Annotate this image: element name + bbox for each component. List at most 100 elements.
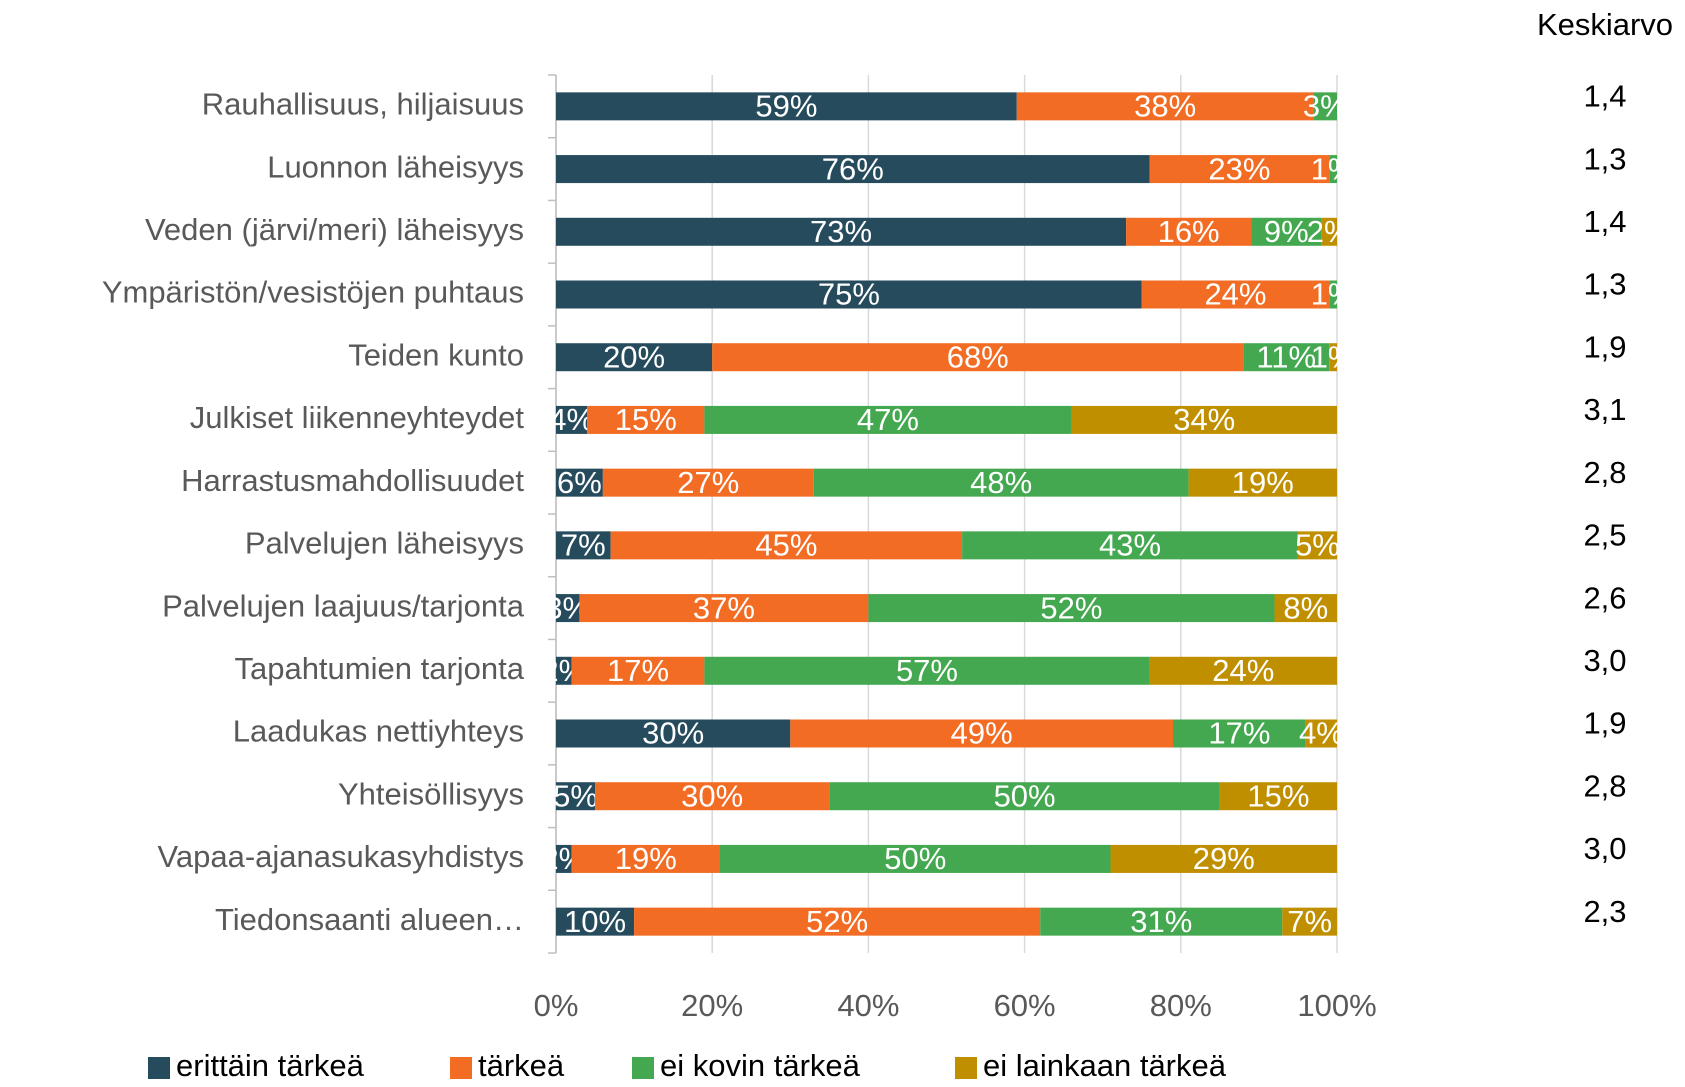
average-value: 2,5 bbox=[1583, 518, 1626, 553]
data-label: 50% bbox=[994, 778, 1056, 813]
bar-segment bbox=[1329, 280, 1337, 309]
category-label: Veden (järvi/meri) läheisyys bbox=[145, 212, 524, 247]
data-label: 7% bbox=[561, 528, 606, 563]
category-label: Yhteisöllisyys bbox=[338, 776, 524, 811]
bar-segment bbox=[1329, 155, 1337, 184]
data-label: 50% bbox=[884, 841, 946, 876]
data-label: 2% bbox=[1307, 214, 1352, 249]
bar-segment bbox=[1329, 343, 1337, 372]
data-label: 31% bbox=[1130, 904, 1192, 939]
average-header: Keskiarvo bbox=[1537, 7, 1673, 42]
data-label: 38% bbox=[1134, 89, 1196, 124]
bar-segment bbox=[556, 907, 635, 936]
bar-segment bbox=[1282, 907, 1337, 936]
data-label: 5% bbox=[553, 778, 598, 813]
bar-segment bbox=[610, 531, 963, 560]
x-tick-label: 0% bbox=[534, 988, 579, 1023]
bar-segment bbox=[704, 405, 1072, 434]
data-label: 30% bbox=[642, 716, 704, 751]
x-tick-label: 100% bbox=[1297, 988, 1376, 1023]
data-label: 52% bbox=[806, 904, 868, 939]
bar-segment bbox=[1110, 844, 1337, 873]
bar-segment bbox=[868, 594, 1275, 623]
category-label: Laadukas nettiyhteys bbox=[233, 714, 524, 749]
bar-segment bbox=[579, 594, 869, 623]
legend-swatch bbox=[632, 1057, 654, 1079]
legend-swatch bbox=[148, 1057, 170, 1079]
bar-segment bbox=[1305, 719, 1337, 748]
category-label: Harrastusmahdollisuudet bbox=[181, 463, 524, 498]
bar-segment bbox=[595, 782, 830, 811]
bar-segment bbox=[1149, 155, 1330, 184]
bar-segment bbox=[1251, 217, 1322, 246]
data-label: 4% bbox=[1299, 716, 1344, 751]
data-label: 17% bbox=[1208, 716, 1270, 751]
x-tick-label: 60% bbox=[994, 988, 1056, 1023]
bar-segment bbox=[1172, 719, 1306, 748]
data-label: 15% bbox=[615, 402, 677, 437]
data-label: 9% bbox=[1264, 214, 1309, 249]
legend-label: erittäin tärkeä bbox=[176, 1048, 365, 1083]
data-label: 24% bbox=[1212, 653, 1274, 688]
category-label: Palvelujen läheisyys bbox=[245, 526, 524, 561]
bar-segment bbox=[962, 531, 1298, 560]
data-label: 16% bbox=[1158, 214, 1220, 249]
legend-label: ei kovin tärkeä bbox=[660, 1048, 861, 1083]
data-label: 4% bbox=[549, 402, 594, 437]
average-value: 1,4 bbox=[1583, 79, 1626, 114]
bar-segment bbox=[556, 280, 1142, 309]
bar-segment bbox=[1126, 217, 1252, 246]
bar-segment bbox=[556, 782, 596, 811]
bar-segment bbox=[1071, 405, 1337, 434]
bar-segment bbox=[1274, 594, 1337, 623]
data-label: 45% bbox=[755, 528, 817, 563]
average-value: 1,3 bbox=[1583, 267, 1626, 302]
average-value: 3,0 bbox=[1583, 643, 1626, 678]
category-label: Palvelujen laajuus/tarjonta bbox=[162, 588, 525, 623]
bar-segment bbox=[1243, 343, 1330, 372]
bar-segment bbox=[829, 782, 1220, 811]
data-label: 8% bbox=[1283, 590, 1328, 625]
bar-segment bbox=[704, 656, 1150, 685]
bar-segment bbox=[1321, 217, 1337, 246]
data-label: 24% bbox=[1204, 277, 1266, 312]
bar-segment bbox=[571, 656, 705, 685]
x-tick-label: 40% bbox=[837, 988, 899, 1023]
average-value: 1,9 bbox=[1583, 329, 1626, 364]
data-label: 75% bbox=[818, 277, 880, 312]
category-label: Rauhallisuus, hiljaisuus bbox=[202, 87, 524, 122]
data-label: 11% bbox=[1256, 339, 1316, 374]
average-value: 1,4 bbox=[1583, 204, 1626, 239]
data-label: 34% bbox=[1173, 402, 1235, 437]
data-label: 3% bbox=[1303, 89, 1348, 124]
bar-segment bbox=[571, 844, 721, 873]
bar-segment bbox=[1219, 782, 1337, 811]
average-value: 2,8 bbox=[1583, 768, 1626, 803]
data-label: 48% bbox=[970, 465, 1032, 500]
category-label: Julkiset liikenneyhteydet bbox=[190, 400, 525, 435]
data-label: 52% bbox=[1040, 590, 1102, 625]
bar-segment bbox=[602, 468, 814, 497]
data-label: 5% bbox=[1295, 528, 1340, 563]
bar-segment bbox=[556, 594, 580, 623]
bar-segment bbox=[556, 656, 572, 685]
bar-segment bbox=[556, 719, 791, 748]
bar-segment bbox=[556, 844, 572, 873]
bar-segment bbox=[1313, 92, 1337, 121]
bar-segment bbox=[1149, 656, 1337, 685]
legend-swatch bbox=[450, 1057, 472, 1079]
data-label: 6% bbox=[557, 465, 602, 500]
data-label: 19% bbox=[615, 841, 677, 876]
data-label: 1% bbox=[1311, 277, 1356, 312]
data-label: 68% bbox=[947, 339, 1009, 374]
bar-segment bbox=[1188, 468, 1337, 497]
bar-segment bbox=[790, 719, 1173, 748]
average-value: 1,3 bbox=[1583, 141, 1626, 176]
data-label: 1% bbox=[1311, 151, 1356, 186]
data-label: 23% bbox=[1208, 151, 1270, 186]
average-value: 2,6 bbox=[1583, 580, 1626, 615]
data-label: 49% bbox=[951, 716, 1013, 751]
bar-segment bbox=[556, 217, 1127, 246]
category-label: Ympäristön/vesistöjen puhtaus bbox=[102, 275, 524, 310]
bar-segment bbox=[720, 844, 1111, 873]
